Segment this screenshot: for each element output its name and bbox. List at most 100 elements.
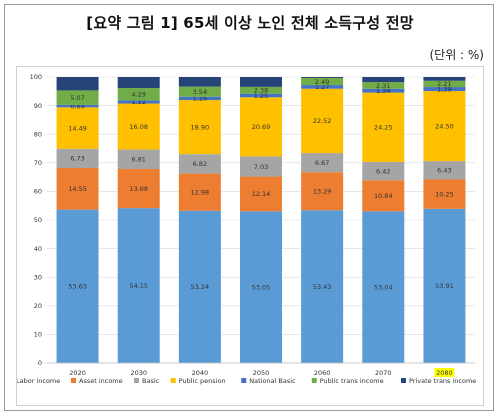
data-label: 6.67 bbox=[315, 159, 329, 167]
bar-segment bbox=[423, 179, 466, 209]
y-tick-label: 20 bbox=[34, 302, 42, 310]
bar-segment bbox=[56, 90, 99, 105]
bar-segment bbox=[56, 107, 99, 149]
y-tick-label: 0 bbox=[38, 359, 42, 367]
data-label: 4.29 bbox=[131, 91, 145, 99]
bar-segment bbox=[362, 82, 405, 89]
x-tick-label: 2050 bbox=[253, 369, 270, 377]
y-tick-label: 60 bbox=[34, 188, 42, 196]
bar-segment bbox=[423, 161, 466, 180]
bar-segment bbox=[117, 103, 160, 150]
data-label: 2.21 bbox=[437, 80, 451, 88]
data-label: 5.07 bbox=[70, 94, 84, 102]
bar-segment bbox=[362, 88, 405, 93]
data-label: 6.73 bbox=[70, 155, 84, 163]
bar-segment bbox=[56, 209, 99, 363]
bar-segment bbox=[362, 92, 405, 162]
bar-segment bbox=[240, 86, 282, 94]
x-tick-label: 2080 bbox=[436, 369, 453, 377]
bar-segment bbox=[56, 148, 99, 169]
data-label: 53.04 bbox=[374, 283, 393, 291]
y-tick-label: 50 bbox=[34, 216, 42, 224]
x-tick-label: 2040 bbox=[192, 369, 209, 377]
bar-segment bbox=[301, 172, 344, 211]
legend-label: Labor income bbox=[17, 377, 60, 385]
bar-segment bbox=[56, 77, 99, 91]
data-label: 6.43 bbox=[437, 167, 451, 175]
legend-swatch bbox=[401, 378, 406, 383]
highlight-marker bbox=[434, 368, 455, 377]
data-label: 1.34 bbox=[376, 87, 390, 95]
bar-segment bbox=[117, 77, 160, 89]
legend-swatch bbox=[170, 378, 176, 383]
data-label: 6.81 bbox=[131, 156, 145, 164]
data-label: 7.03 bbox=[254, 163, 268, 171]
bar-segment bbox=[423, 208, 466, 363]
bar-segment bbox=[56, 168, 99, 210]
data-label: 10.84 bbox=[374, 192, 393, 200]
stacked-bar-chart: 010203040506070809010053.6314.556.7314.4… bbox=[17, 73, 476, 385]
data-label: 53.63 bbox=[68, 283, 87, 291]
data-label: 2.31 bbox=[376, 82, 390, 90]
y-tick-label: 80 bbox=[34, 130, 42, 138]
legend-swatch bbox=[311, 378, 317, 383]
data-label: 22.52 bbox=[313, 117, 332, 125]
y-tick-label: 70 bbox=[34, 159, 42, 167]
legend-label: Private trans income bbox=[409, 377, 476, 385]
data-label: 53.91 bbox=[435, 282, 454, 290]
bar-segment bbox=[362, 77, 405, 83]
bar-segment bbox=[240, 156, 282, 177]
legend-label: National Basic bbox=[249, 377, 296, 385]
legend-swatch bbox=[241, 378, 247, 383]
data-label: 6.42 bbox=[376, 167, 390, 175]
data-label: 13.68 bbox=[129, 185, 148, 193]
bar-segment bbox=[178, 173, 221, 211]
legend-label: Public trans income bbox=[320, 377, 384, 385]
bar-segment bbox=[301, 85, 344, 89]
data-label: 53.05 bbox=[252, 283, 271, 291]
data-label: 14.55 bbox=[68, 185, 87, 193]
data-label: 1.12 bbox=[131, 98, 145, 106]
x-tick-label: 2030 bbox=[130, 369, 147, 377]
data-label: 1.25 bbox=[254, 92, 268, 100]
legend-swatch bbox=[71, 378, 76, 383]
chart-title: [요약 그림 1] 65세 이상 노인 전체 소득구성 전망 bbox=[86, 14, 414, 32]
bar-segment bbox=[362, 211, 405, 363]
legend-label: Asset income bbox=[79, 377, 123, 385]
bar-segment bbox=[117, 208, 160, 363]
bar-segment bbox=[178, 77, 221, 87]
bar-segment bbox=[178, 210, 221, 363]
data-label: 18.90 bbox=[191, 123, 210, 131]
data-label: 12.14 bbox=[252, 190, 271, 198]
data-label: 16.08 bbox=[129, 123, 148, 131]
bar-segment bbox=[178, 100, 221, 155]
bar-segment bbox=[240, 93, 282, 98]
data-label: 24.25 bbox=[374, 124, 393, 132]
data-label: 3.54 bbox=[193, 88, 207, 96]
data-label: 53.24 bbox=[191, 283, 210, 291]
bar-segment bbox=[301, 210, 344, 363]
data-label: 24.50 bbox=[435, 122, 454, 130]
data-label: 14.49 bbox=[68, 124, 87, 132]
legend-label: Basic bbox=[142, 377, 160, 385]
y-tick-label: 90 bbox=[34, 102, 42, 110]
data-label: 54.15 bbox=[129, 282, 148, 290]
bar-segment bbox=[301, 77, 344, 78]
data-label: 10.25 bbox=[435, 190, 454, 198]
y-tick-label: 10 bbox=[34, 331, 42, 339]
bar-segment bbox=[117, 149, 160, 170]
unit-label: (단위 : %) bbox=[429, 48, 484, 62]
bar-segment bbox=[301, 88, 344, 154]
bar-segment bbox=[423, 77, 466, 81]
data-label: 20.69 bbox=[252, 123, 271, 131]
x-tick-label: 2070 bbox=[375, 369, 392, 377]
bar-segment bbox=[362, 180, 405, 212]
bar-segment bbox=[178, 96, 221, 101]
bar-segment bbox=[240, 176, 282, 212]
bar-segment bbox=[117, 169, 160, 209]
bar-segment bbox=[56, 104, 99, 108]
legend-label: Public pension bbox=[179, 377, 226, 385]
data-label: 1.39 bbox=[437, 85, 451, 93]
data-label: 0.84 bbox=[70, 102, 84, 110]
bar-segment bbox=[240, 97, 282, 157]
